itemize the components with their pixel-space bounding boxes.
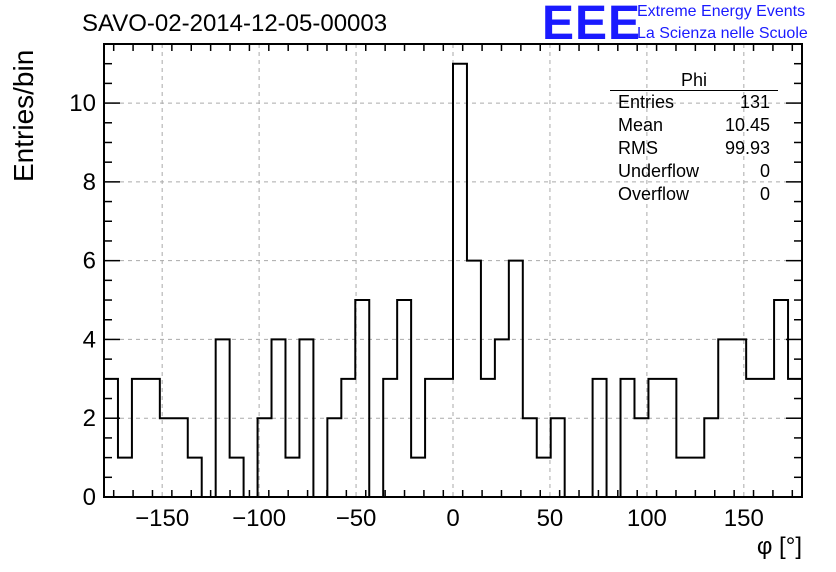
x-tick-label: −50 bbox=[336, 505, 377, 532]
stats-value: 131 bbox=[739, 92, 770, 112]
histogram-bin bbox=[327, 418, 341, 497]
histogram-bin bbox=[662, 379, 676, 497]
stats-label: Entries bbox=[618, 92, 675, 112]
histogram-bin bbox=[676, 458, 690, 497]
histogram-bin bbox=[509, 261, 523, 497]
stats-header: Phi bbox=[610, 70, 778, 91]
stats-value: 10.45 bbox=[724, 115, 770, 135]
x-tick-label: 100 bbox=[627, 505, 667, 532]
histogram-bin bbox=[230, 458, 244, 497]
axis-tick-labels: −150 −100 −50 0 50 100 150 0 2 4 6 8 10 bbox=[69, 90, 764, 532]
stats-row-entries: Entries 131 bbox=[610, 91, 778, 114]
histogram-bin bbox=[648, 379, 662, 497]
histogram-bin bbox=[537, 458, 551, 497]
stats-box: Phi Entries 131 Mean 10.45 RMS 99.93 Underf… bbox=[610, 70, 778, 206]
x-tick-label: −100 bbox=[232, 505, 286, 532]
y-tick-label: 2 bbox=[83, 405, 96, 432]
y-tick-label: 10 bbox=[69, 90, 96, 117]
histogram-bin bbox=[425, 379, 439, 497]
stats-value: 0 bbox=[759, 184, 770, 204]
histogram-bin bbox=[593, 379, 607, 497]
plot-title: SAVO-02-2014-12-05-00003 bbox=[82, 10, 388, 37]
histogram-bin bbox=[481, 379, 495, 497]
histogram-bin bbox=[397, 300, 411, 497]
histogram-bin bbox=[704, 418, 718, 497]
stats-label: Mean bbox=[618, 115, 664, 135]
histogram-bin bbox=[188, 458, 202, 497]
x-axis-label: φ [°] bbox=[756, 533, 802, 560]
histogram-bin bbox=[690, 458, 704, 497]
histogram-bin bbox=[258, 418, 272, 497]
histogram-bin bbox=[341, 379, 355, 497]
histogram-bin bbox=[746, 379, 760, 497]
histogram-bin bbox=[523, 418, 537, 497]
histogram-bin bbox=[453, 64, 467, 497]
histogram-outline bbox=[103, 62, 803, 498]
logo-line-1: Extreme Energy Events bbox=[637, 3, 806, 20]
stats-label: Underflow bbox=[618, 161, 700, 181]
stats-row-mean: Mean 10.45 bbox=[610, 114, 778, 137]
stats-value: 0 bbox=[759, 161, 770, 181]
histogram-bin bbox=[634, 418, 648, 497]
stats-row-rms: RMS 99.93 bbox=[610, 137, 778, 160]
stats-row-underflow: Underflow 0 bbox=[610, 160, 778, 183]
stats-label: RMS bbox=[618, 138, 658, 158]
x-tick-label: 0 bbox=[446, 505, 459, 532]
histogram-bin bbox=[355, 300, 369, 497]
stats-label: Overflow bbox=[618, 184, 690, 204]
histogram-bin bbox=[551, 418, 565, 497]
y-axis-label: Entries/bin bbox=[8, 49, 39, 182]
histogram-bin bbox=[174, 418, 188, 497]
histogram-bin bbox=[467, 261, 481, 497]
histogram-bin bbox=[760, 379, 774, 497]
histogram-bin bbox=[621, 379, 635, 497]
y-tick-label: 4 bbox=[83, 326, 96, 353]
histogram-bin bbox=[132, 379, 146, 497]
histogram-bin bbox=[146, 379, 160, 497]
x-tick-label: 150 bbox=[724, 505, 764, 532]
histogram-bin bbox=[118, 458, 132, 497]
histogram-bin bbox=[774, 300, 788, 497]
y-tick-label: 8 bbox=[83, 169, 96, 196]
histogram-bin bbox=[383, 379, 397, 497]
plot-frame bbox=[103, 43, 803, 498]
stats-value: 99.93 bbox=[724, 138, 770, 158]
y-tick-label: 0 bbox=[83, 484, 96, 511]
histogram-series bbox=[103, 62, 803, 498]
histogram-bin bbox=[411, 458, 425, 497]
stats-row-overflow: Overflow 0 bbox=[610, 183, 778, 206]
logo-line-2: La Scienza nelle Scuole bbox=[637, 25, 808, 42]
eee-logo: EEE bbox=[542, 0, 642, 50]
axis-ticks bbox=[104, 44, 802, 498]
y-tick-label: 6 bbox=[83, 248, 96, 275]
x-tick-label: 50 bbox=[537, 505, 564, 532]
x-tick-label: −150 bbox=[135, 505, 189, 532]
histogram-bin bbox=[439, 379, 453, 497]
